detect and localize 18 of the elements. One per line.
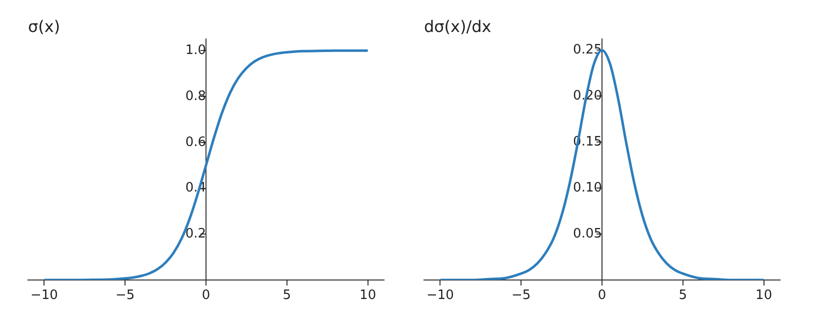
y-tick-label: 0.8	[185, 88, 206, 104]
x-tick-label: 0	[202, 288, 210, 304]
x-tick-label: 10	[360, 288, 376, 304]
x-tick-label: 0	[598, 288, 606, 304]
x-tick-label: 5	[282, 288, 292, 304]
y-tick-label: 0.6	[185, 134, 206, 150]
chart-title: σ(x)	[28, 16, 60, 36]
x-tick-label: 5	[678, 288, 688, 304]
x-tick-label: −10	[30, 288, 58, 304]
y-tick-label: 0.10	[573, 180, 602, 196]
y-tick-label: 0.05	[573, 226, 602, 242]
x-tick-label: −10	[426, 288, 454, 304]
x-tick-label: −5	[116, 288, 135, 304]
x-tick-label: 10	[756, 288, 772, 304]
chart-title: dσ(x)/dx	[424, 16, 492, 36]
x-tick-label: −5	[512, 288, 531, 304]
y-tick-label: 1.0	[185, 43, 206, 58]
y-tick-label: 0.2	[185, 226, 206, 242]
